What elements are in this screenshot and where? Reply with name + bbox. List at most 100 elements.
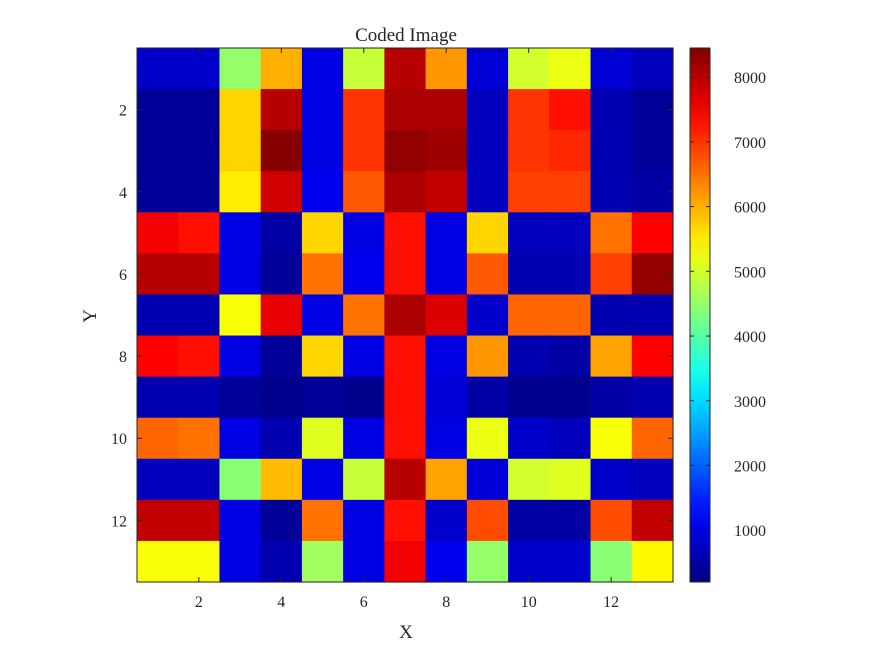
heatmap-cell-r5-c3 bbox=[219, 212, 262, 254]
heatmap-cell-r12-c13 bbox=[631, 499, 674, 542]
heatmap-cell-r11-c13 bbox=[631, 458, 674, 501]
heatmap-cell-r5-c1 bbox=[137, 212, 179, 254]
heatmap-cell-r12-c5 bbox=[301, 499, 344, 542]
x-tick-label: 6 bbox=[360, 594, 368, 611]
heatmap-cell-r8-c3 bbox=[219, 335, 262, 378]
heatmap-cell-r10-c12 bbox=[590, 417, 633, 460]
heatmap-cell-r8-c5 bbox=[301, 335, 344, 378]
heatmap-cell-r5-c9 bbox=[466, 212, 509, 254]
heatmap-cell-r1-c11 bbox=[549, 48, 592, 90]
x-tick-label: 12 bbox=[603, 594, 619, 611]
heatmap-cell-r12-c12 bbox=[590, 499, 633, 542]
heatmap-cell-r3-c12 bbox=[590, 130, 633, 172]
heatmap-cell-r3-c6 bbox=[343, 130, 385, 172]
heatmap-cell-r8-c8 bbox=[425, 335, 468, 378]
plot-frame bbox=[136, 47, 674, 583]
heatmap-cell-r3-c13 bbox=[631, 130, 674, 172]
heatmap-cell-r2-c3 bbox=[219, 89, 262, 131]
heatmap-cell-r3-c5 bbox=[301, 130, 344, 172]
heatmap-cell-r4-c11 bbox=[549, 171, 592, 213]
heatmap-cell-r11-c12 bbox=[590, 458, 633, 501]
heatmap-cell-r5-c12 bbox=[590, 212, 633, 254]
heatmap-cell-r5-c6 bbox=[343, 212, 385, 254]
heatmap-cell-r5-c4 bbox=[260, 212, 303, 254]
heatmap-cell-r13-c11 bbox=[549, 540, 592, 583]
heatmap-cell-r12-c1 bbox=[137, 499, 179, 542]
heatmap-cell-r2-c1 bbox=[137, 89, 179, 131]
heatmap-cell-r4-c6 bbox=[343, 171, 385, 213]
heatmap-cell-r3-c9 bbox=[466, 130, 509, 172]
heatmap-cell-r11-c9 bbox=[466, 458, 509, 501]
y-tick-label: 12 bbox=[111, 513, 127, 530]
heatmap-cell-r4-c4 bbox=[260, 171, 303, 213]
heatmap-cell-r12-c7 bbox=[384, 499, 427, 542]
colorbar-tick-label: 7000 bbox=[734, 135, 766, 152]
heatmap-cell-r12-c6 bbox=[343, 499, 385, 542]
heatmap-cell-r9-c5 bbox=[301, 376, 344, 419]
heatmap-cell-r7-c1 bbox=[137, 294, 179, 337]
heatmap-cell-r6-c11 bbox=[549, 253, 592, 296]
heatmap-cell-r5-c7 bbox=[384, 212, 427, 254]
heatmap-cell-r11-c8 bbox=[425, 458, 468, 501]
heatmap-cell-r11-c7 bbox=[384, 458, 427, 501]
heatmap-cell-r1-c13 bbox=[631, 48, 674, 90]
heatmap-cell-r8-c7 bbox=[384, 335, 427, 378]
heatmap-cell-r10-c10 bbox=[508, 417, 550, 460]
colorbar-tick-label: 4000 bbox=[734, 329, 766, 346]
heatmap-cell-r5-c13 bbox=[631, 212, 674, 254]
heatmap-cell-r4-c13 bbox=[631, 171, 674, 213]
y-tick-label: 4 bbox=[119, 185, 127, 202]
colorbar-tick-label: 1000 bbox=[734, 523, 766, 540]
heatmap-cell-r1-c1 bbox=[137, 48, 179, 90]
heatmap-cell-r7-c7 bbox=[384, 294, 427, 337]
x-tick-label: 10 bbox=[521, 594, 537, 611]
heatmap-cell-r2-c9 bbox=[466, 89, 509, 131]
heatmap-cell-r13-c9 bbox=[466, 540, 509, 583]
colorbar-tick-label: 8000 bbox=[734, 70, 766, 87]
heatmap-cell-r6-c3 bbox=[219, 253, 262, 296]
heatmap-cell-r12-c2 bbox=[178, 499, 221, 542]
heatmap-cell-r10-c11 bbox=[549, 417, 592, 460]
colorbar-tick-label: 6000 bbox=[734, 200, 766, 217]
heatmap-cell-r1-c12 bbox=[590, 48, 633, 90]
heatmap-cell-r13-c1 bbox=[137, 540, 179, 583]
heatmap-cell-r8-c13 bbox=[631, 335, 674, 378]
heatmap-cell-r5-c11 bbox=[549, 212, 592, 254]
heatmap-cell-r2-c4 bbox=[260, 89, 303, 131]
x-tick-label: 8 bbox=[442, 594, 450, 611]
heatmap-cell-r13-c4 bbox=[260, 540, 303, 583]
heatmap-cell-r9-c8 bbox=[425, 376, 468, 419]
colorbar-tick-label: 2000 bbox=[734, 458, 766, 475]
heatmap-cell-r4-c1 bbox=[137, 171, 179, 213]
heatmap-cell-r7-c11 bbox=[549, 294, 592, 337]
heatmap-cell-r9-c7 bbox=[384, 376, 427, 419]
heatmap-cell-r6-c12 bbox=[590, 253, 633, 296]
x-tick-label: 4 bbox=[277, 594, 285, 611]
heatmap-cell-r1-c6 bbox=[343, 48, 385, 90]
heatmap-cell-r5-c10 bbox=[508, 212, 550, 254]
heatmap-cell-r6-c1 bbox=[137, 253, 179, 296]
heatmap-cell-r6-c13 bbox=[631, 253, 674, 296]
heatmap-cell-r7-c13 bbox=[631, 294, 674, 337]
heatmap-cell-r3-c8 bbox=[425, 130, 468, 172]
heatmap-cell-r4-c10 bbox=[508, 171, 550, 213]
heatmap-cell-r4-c8 bbox=[425, 171, 468, 213]
heatmap-cell-r6-c5 bbox=[301, 253, 344, 296]
heatmap-cell-r8-c11 bbox=[549, 335, 592, 378]
heatmap-cell-r4-c9 bbox=[466, 171, 509, 213]
heatmap-cell-r2-c13 bbox=[631, 89, 674, 131]
heatmap-cell-r6-c4 bbox=[260, 253, 303, 296]
x-axis: 2 4 6 8 10 12 bbox=[195, 48, 619, 611]
heatmap-cell-r13-c12 bbox=[590, 540, 633, 583]
heatmap-cell-r9-c10 bbox=[508, 376, 550, 419]
heatmap-cell-r9-c4 bbox=[260, 376, 303, 419]
heatmap-cell-r5-c5 bbox=[301, 212, 344, 254]
heatmap-cell-r4-c2 bbox=[178, 171, 221, 213]
heatmap-cell-r5-c8 bbox=[425, 212, 468, 254]
heatmap-cell-r10-c2 bbox=[178, 417, 221, 460]
heatmap-cell-r11-c2 bbox=[178, 458, 221, 501]
heatmap-cell-r11-c4 bbox=[260, 458, 303, 501]
heatmap-cell-r1-c2 bbox=[178, 48, 221, 90]
heatmap-cell-r7-c6 bbox=[343, 294, 385, 337]
heatmap-cell-r1-c9 bbox=[466, 48, 509, 90]
